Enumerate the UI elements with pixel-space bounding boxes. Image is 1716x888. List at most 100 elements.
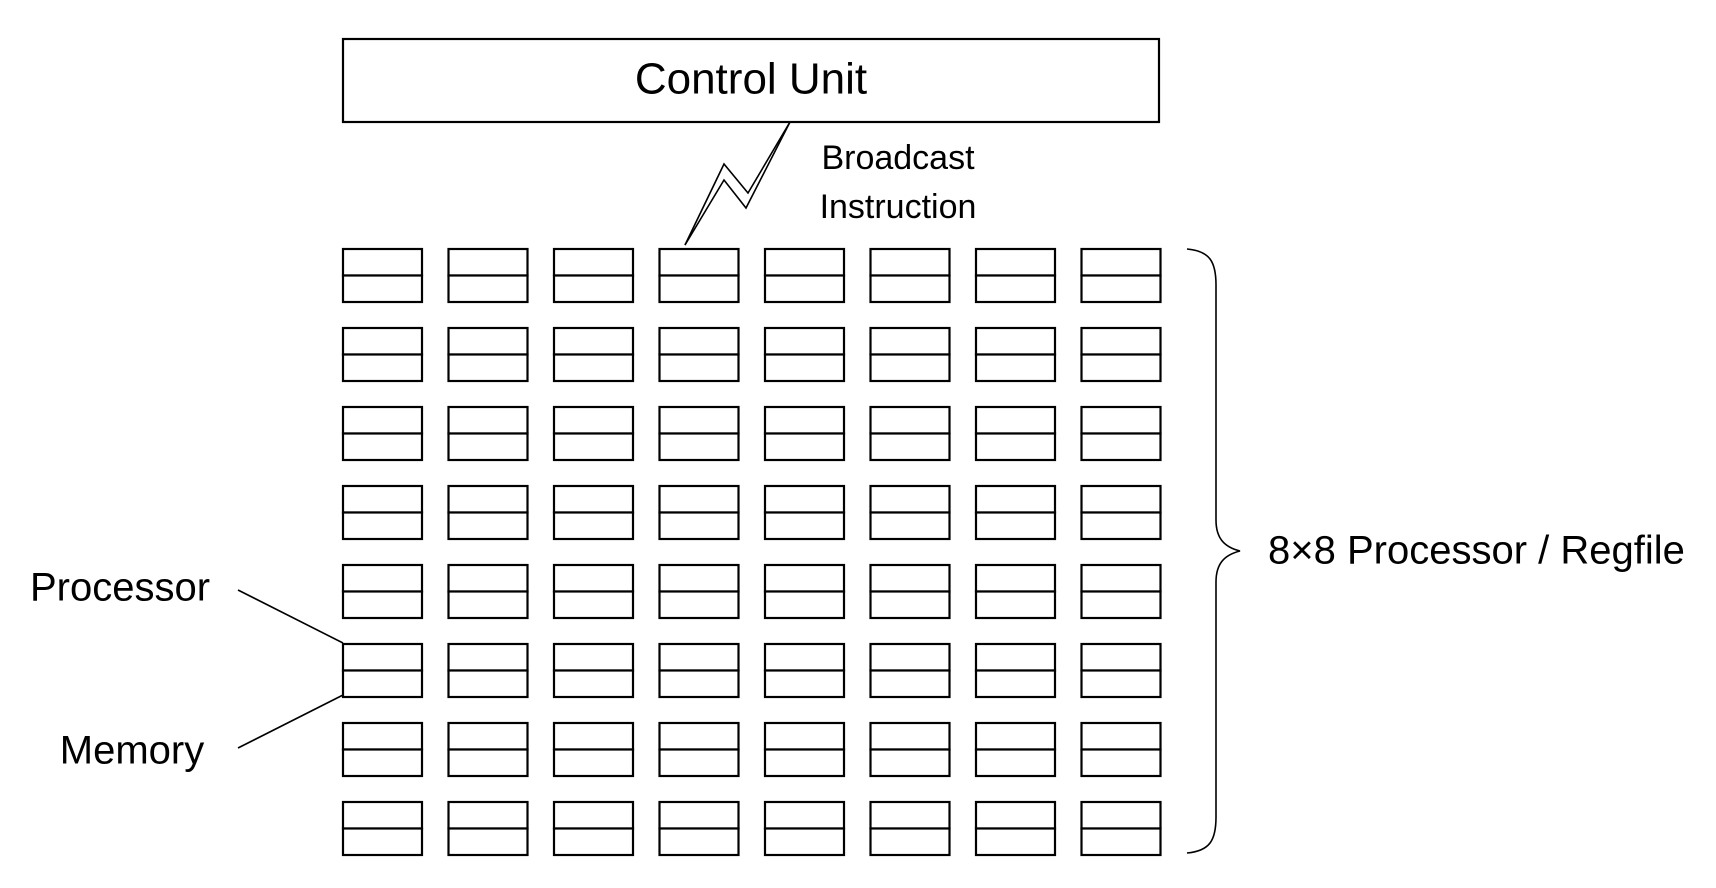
pe-cell [447, 405, 529, 462]
pe-cell [1080, 484, 1162, 541]
pe-processor-half [763, 642, 846, 672]
control-unit-box [341, 37, 1161, 124]
processor-label: Processor [30, 566, 210, 610]
pe-processor-half [447, 800, 529, 830]
pe-processor-half [1080, 563, 1162, 593]
pe-cell [1080, 721, 1162, 778]
pe-cell [552, 326, 635, 383]
pe-memory-half [552, 511, 635, 541]
pe-memory-half [869, 432, 951, 462]
pe-memory-half [341, 590, 424, 620]
pe-cell [1080, 800, 1162, 857]
pe-memory-half [763, 669, 846, 699]
pe-processor-half [658, 247, 740, 277]
pe-memory-half [658, 432, 740, 462]
pe-processor-half [974, 800, 1057, 830]
broadcast-lightning-outer [684, 121, 791, 246]
pe-processor-half [869, 642, 951, 672]
pe-cell [1080, 642, 1162, 699]
pe-processor-half [974, 563, 1057, 593]
pe-processor-half [763, 721, 846, 751]
pe-cell [447, 642, 529, 699]
pe-processor-half [341, 563, 424, 593]
pe-processor-half [447, 484, 529, 514]
pe-cell [1080, 247, 1162, 304]
pe-cell [763, 484, 846, 541]
pe-processor-half [447, 247, 529, 277]
pe-processor-half [1080, 800, 1162, 830]
pe-memory-half [869, 511, 951, 541]
pe-processor-half [447, 721, 529, 751]
pe-processor-half [763, 800, 846, 830]
pe-memory-half [658, 511, 740, 541]
pe-processor-half [552, 642, 635, 672]
pe-cell [763, 326, 846, 383]
pe-memory-half [447, 274, 529, 304]
pe-processor-half [658, 326, 740, 356]
pe-processor-half [974, 721, 1057, 751]
pe-cell [658, 642, 740, 699]
pe-processor-half [763, 563, 846, 593]
pe-processor-half [763, 405, 846, 435]
pe-cell [869, 326, 951, 383]
pe-memory-half [658, 590, 740, 620]
pe-memory-half [763, 590, 846, 620]
pe-cell [341, 721, 424, 778]
pe-processor-half [1080, 405, 1162, 435]
pe-cell [869, 800, 951, 857]
memory-leader-line [237, 694, 344, 749]
pe-cell [763, 721, 846, 778]
pe-processor-half [658, 642, 740, 672]
pe-processor-half [763, 484, 846, 514]
pe-memory-half [763, 748, 846, 778]
pe-memory-half [447, 432, 529, 462]
pe-cell [658, 800, 740, 857]
pe-processor-half [974, 405, 1057, 435]
pe-processor-half [1080, 484, 1162, 514]
pe-memory-half [1080, 590, 1162, 620]
pe-processor-half [974, 642, 1057, 672]
pe-cell [447, 800, 529, 857]
pe-cell [869, 563, 951, 620]
pe-processor-half [341, 247, 424, 277]
pe-memory-half [763, 511, 846, 541]
pe-processor-half [447, 563, 529, 593]
pe-cell [763, 405, 846, 462]
pe-processor-half [763, 247, 846, 277]
pe-memory-half [974, 511, 1057, 541]
broadcast-label-line1: Broadcast [821, 139, 975, 177]
pe-memory-half [974, 353, 1057, 383]
pe-processor-half [658, 800, 740, 830]
pe-memory-half [341, 669, 424, 699]
pe-processor-half [341, 484, 424, 514]
pe-memory-half [763, 353, 846, 383]
pe-cell [974, 800, 1057, 857]
pe-cell [1080, 326, 1162, 383]
pe-cell [552, 247, 635, 304]
pe-cell [974, 405, 1057, 462]
pe-cell [341, 247, 424, 304]
pe-processor-half [869, 563, 951, 593]
pe-memory-half [1080, 274, 1162, 304]
pe-processor-half [1080, 247, 1162, 277]
pe-cell [341, 800, 424, 857]
pe-cell [552, 484, 635, 541]
pe-memory-half [869, 274, 951, 304]
broadcast-lightning-inner [684, 121, 791, 246]
pe-processor-half [974, 247, 1057, 277]
pe-memory-half [658, 353, 740, 383]
pe-processor-half [974, 326, 1057, 356]
pe-cell [552, 642, 635, 699]
pe-memory-half [974, 669, 1057, 699]
control-unit-label: Control Unit [635, 55, 867, 104]
pe-memory-half [658, 827, 740, 857]
pe-processor-half [552, 247, 635, 277]
pe-processor-half [341, 405, 424, 435]
pe-cell [974, 484, 1057, 541]
pe-cell [658, 563, 740, 620]
pe-cell [1080, 405, 1162, 462]
pe-memory-half [974, 748, 1057, 778]
pe-cell [869, 721, 951, 778]
pe-processor-half [447, 642, 529, 672]
pe-memory-half [1080, 432, 1162, 462]
